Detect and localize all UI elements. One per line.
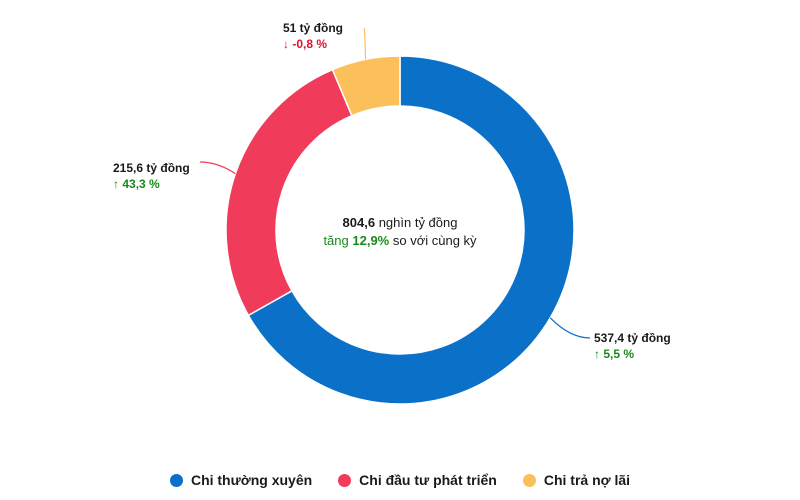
donut-chart [199, 27, 591, 405]
legend-label: Chi đầu tư phát triển [359, 472, 497, 488]
data-label-chi-dau-tu-phat-trien: 215,6 tỷ đồng ↑ 43,3 % [113, 160, 190, 192]
center-total-value: 804,6 [342, 215, 376, 230]
data-label-change: ↓ -0,8 % [283, 36, 343, 52]
center-growth-suffix: so với cùng kỳ [392, 233, 477, 248]
legend-item-chi-dau-tu-phat-trien[interactable]: Chi đầu tư phát triển [338, 472, 497, 488]
legend-dot-icon [338, 473, 352, 487]
center-total-unit: nghìn tỷ đồng [378, 215, 458, 230]
data-label-change-value: 43,3 % [122, 177, 160, 191]
center-total-line: 804,6 nghìn tỷ đồng [250, 214, 550, 232]
data-label-change-value: -0,8 % [292, 37, 328, 51]
data-label-change-value: 5,5 % [603, 347, 635, 361]
data-label-chi-tra-no-lai: 51 tỷ đồng ↓ -0,8 % [283, 20, 343, 52]
legend-label: Chi trả nợ lãi [543, 472, 631, 488]
center-growth-prefix: tăng [323, 233, 349, 248]
chart-legend: Chi thường xuyên Chi đầu tư phát triển C… [0, 468, 800, 492]
legend-item-chi-tra-no-lai[interactable]: Chi trả nợ lãi [522, 472, 631, 488]
leader-line-2 [363, 27, 367, 60]
data-label-chi-thuong-xuyen: 537,4 tỷ đồng ↑ 5,5 % [594, 330, 671, 362]
center-growth-line: tăng 12,9% so với cùng kỳ [250, 232, 550, 250]
data-label-change: ↑ 43,3 % [113, 176, 190, 192]
data-label-amount: 215,6 tỷ đồng [113, 161, 190, 175]
center-growth-value: 12,9% [352, 233, 390, 248]
leader-line-1 [199, 161, 236, 175]
data-label-change: ↑ 5,5 % [594, 346, 671, 362]
donut-slice-0[interactable] [247, 55, 575, 405]
leader-line-0 [549, 317, 591, 339]
legend-label: Chi thường xuyên [190, 472, 313, 488]
arrow-up-icon: ↑ [113, 177, 119, 191]
donut-slice-1[interactable] [225, 68, 353, 317]
arrow-up-icon: ↑ [594, 347, 600, 361]
center-summary: 804,6 nghìn tỷ đồng tăng 12,9% so với cù… [250, 214, 550, 250]
donut-slice-2[interactable] [331, 55, 401, 117]
legend-item-chi-thuong-xuyen[interactable]: Chi thường xuyên [169, 472, 313, 488]
legend-dot-icon [169, 473, 183, 487]
arrow-down-icon: ↓ [283, 37, 289, 51]
data-label-amount: 51 tỷ đồng [283, 21, 344, 35]
data-label-amount: 537,4 tỷ đồng [594, 331, 671, 345]
legend-dot-icon [522, 473, 536, 487]
